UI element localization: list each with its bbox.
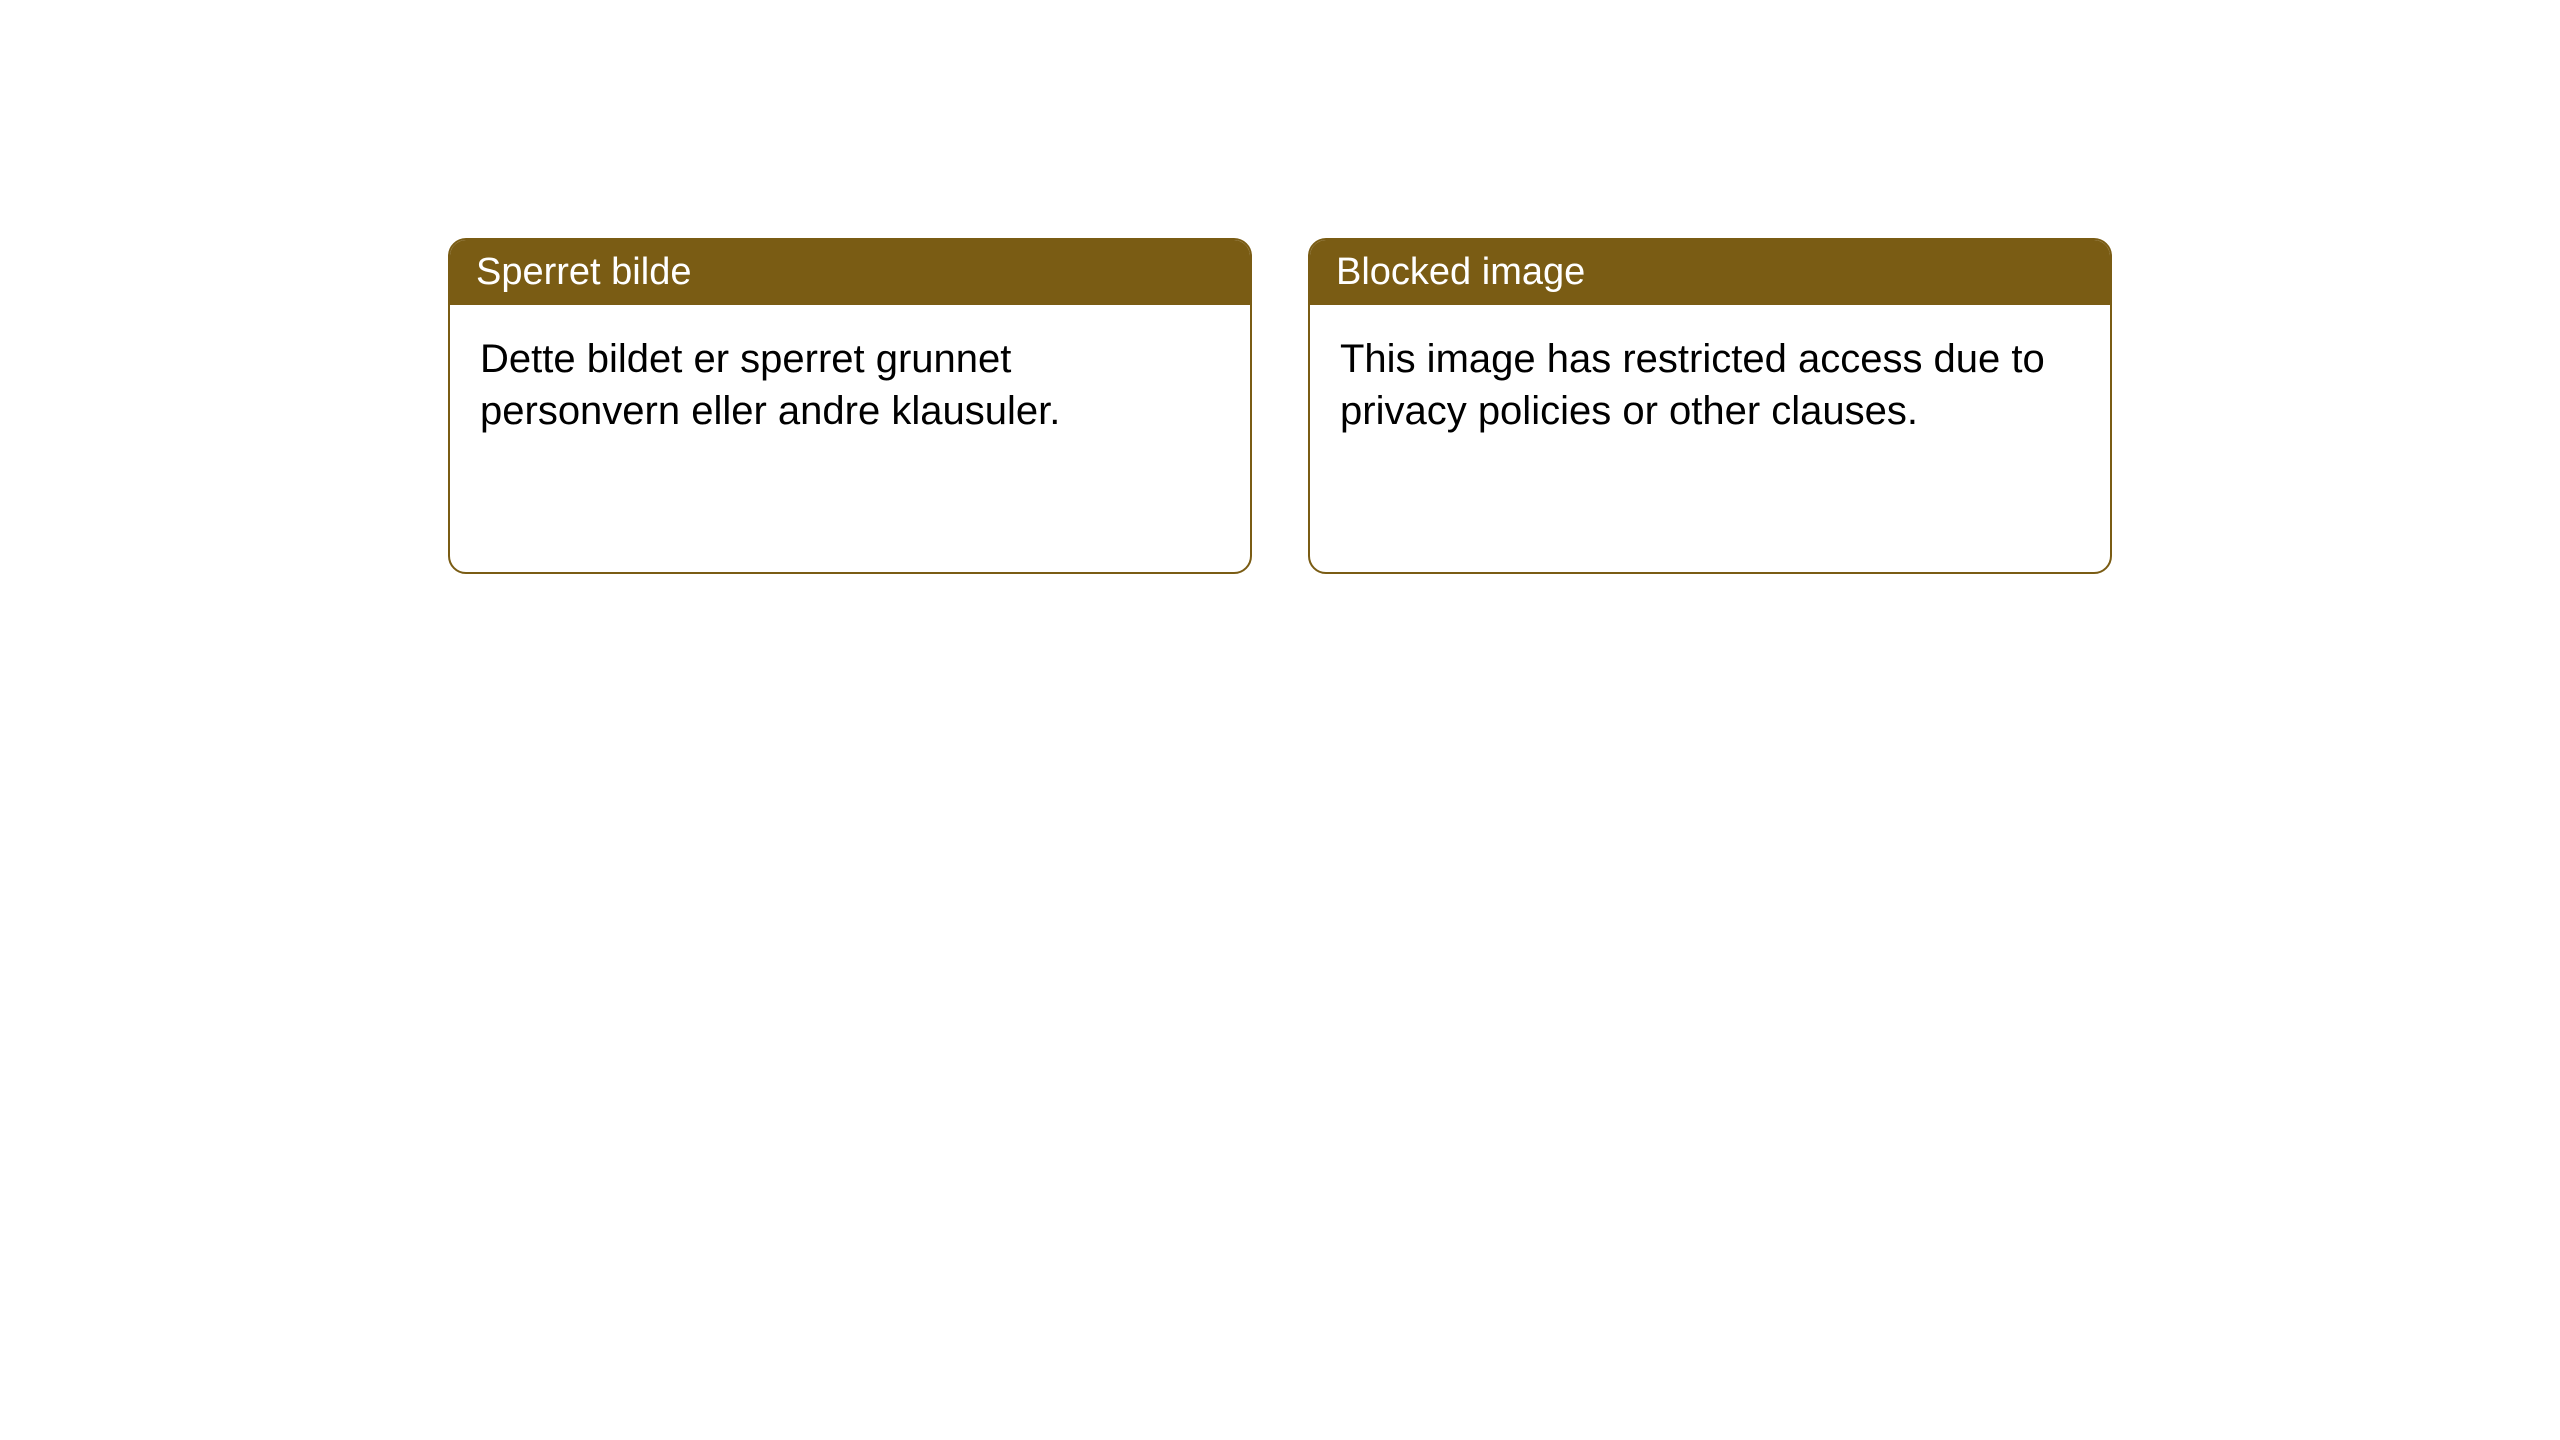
notice-title: Blocked image bbox=[1336, 251, 1585, 293]
notice-header: Blocked image bbox=[1310, 240, 2110, 305]
notice-header: Sperret bilde bbox=[450, 240, 1250, 305]
notice-body: Dette bildet er sperret grunnet personve… bbox=[450, 305, 1250, 465]
notice-card-english: Blocked image This image has restricted … bbox=[1308, 238, 2112, 574]
notice-body: This image has restricted access due to … bbox=[1310, 305, 2110, 465]
notice-card-norwegian: Sperret bilde Dette bildet er sperret gr… bbox=[448, 238, 1252, 574]
notice-message: Dette bildet er sperret grunnet personve… bbox=[480, 337, 1060, 433]
notice-title: Sperret bilde bbox=[476, 251, 691, 293]
notice-container: Sperret bilde Dette bildet er sperret gr… bbox=[448, 238, 2112, 574]
notice-message: This image has restricted access due to … bbox=[1340, 337, 2045, 433]
